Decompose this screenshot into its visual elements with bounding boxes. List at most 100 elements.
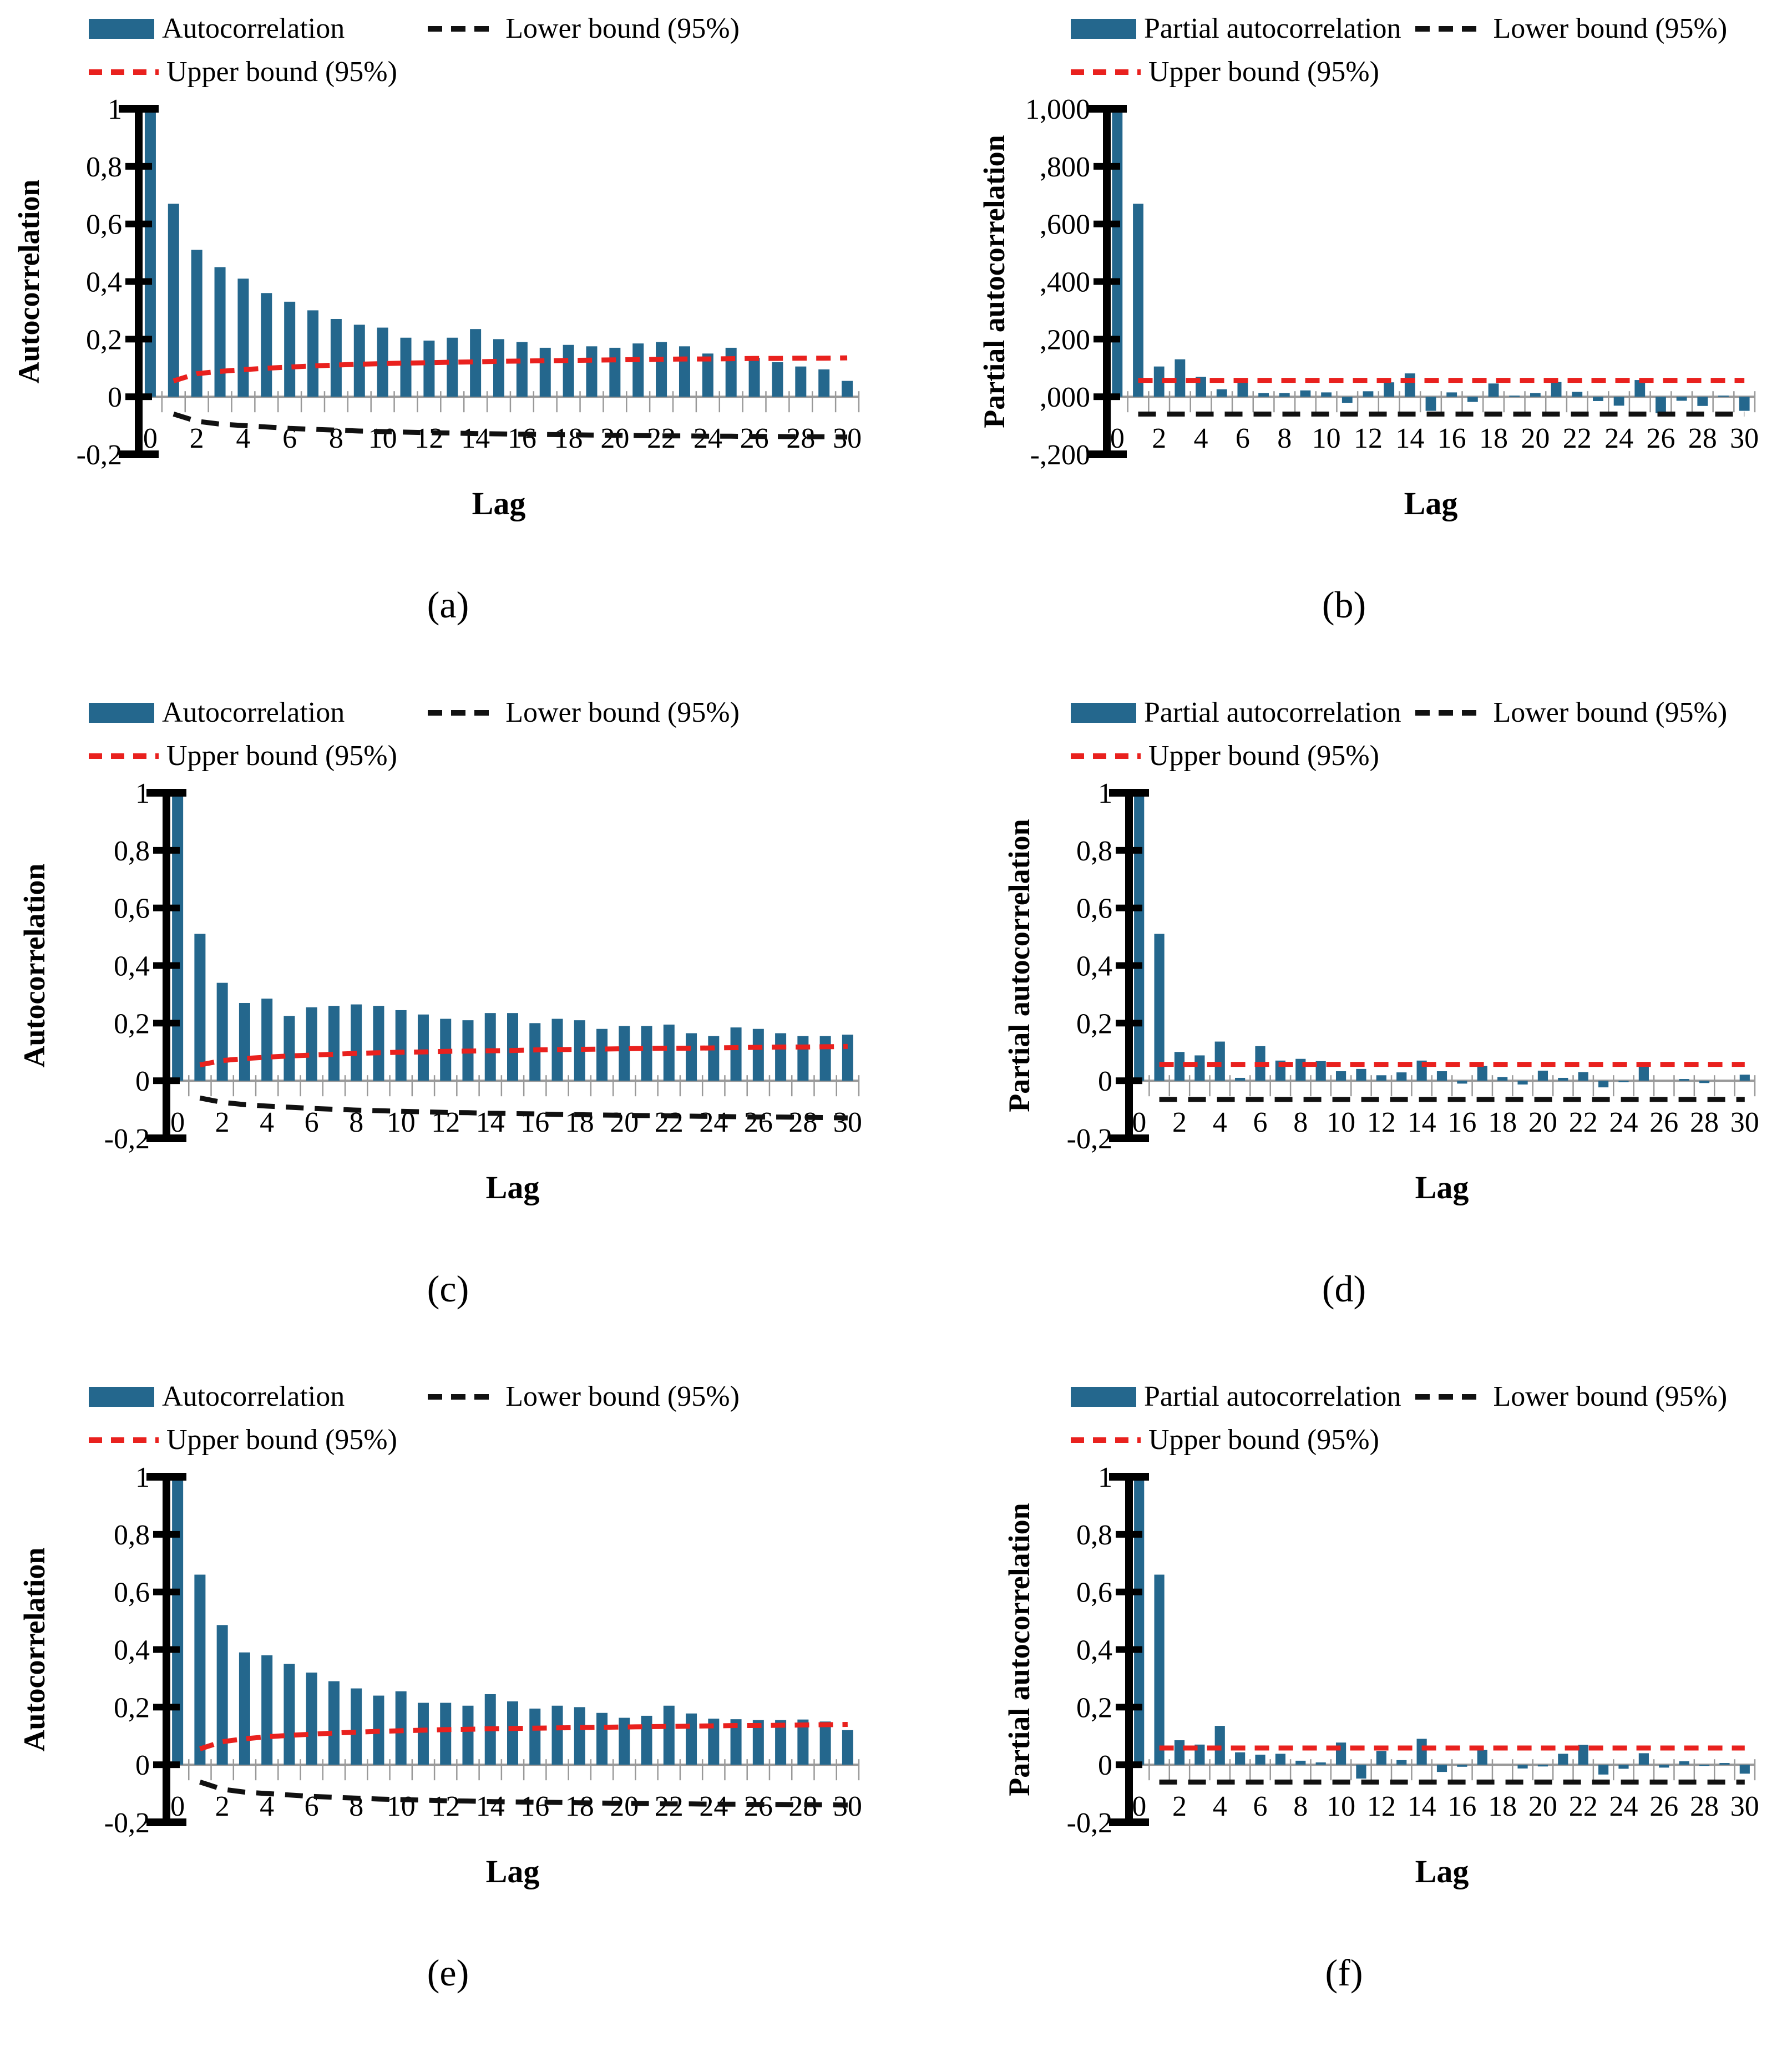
bar: [395, 1010, 407, 1081]
panel-b: Partial autocorrelation Lower bound (95%…: [896, 0, 1792, 684]
x-tick-label: 20: [600, 423, 629, 454]
bar: [1679, 1079, 1689, 1081]
y-tick-label: 0,2: [86, 324, 122, 356]
x-tick-label: 10: [1327, 1791, 1355, 1822]
y-tick-label: 0,8: [1076, 835, 1112, 867]
bar: [1315, 1061, 1326, 1081]
x-tick-label: 2: [1172, 1107, 1187, 1138]
y-tick-label: 0,4: [86, 267, 122, 298]
bar: [1467, 397, 1478, 402]
bar: [663, 1705, 675, 1765]
bar: [1356, 1068, 1366, 1081]
bar: [1477, 1066, 1487, 1081]
bar: [1739, 1075, 1750, 1081]
panel-d: Partial autocorrelation Lower bound (95%…: [896, 684, 1792, 1368]
bar: [284, 1016, 295, 1081]
lower-bound-line: [173, 412, 848, 440]
y-tick-label: -0,2: [77, 439, 122, 471]
y-tick-label: 0,4: [114, 1635, 150, 1666]
series-label: Autocorrelation: [162, 697, 345, 728]
x-tick-label: 30: [833, 1107, 862, 1138]
x-tick-label: 6: [1236, 423, 1250, 454]
x-axis-title: Lag: [1415, 1169, 1469, 1205]
x-tick-label: 28: [1690, 1791, 1719, 1822]
x-tick-label: 12: [1367, 1791, 1396, 1822]
y-axis-title: Partial autocorrelation: [1003, 1503, 1036, 1796]
bars: [144, 109, 853, 397]
bar: [1676, 397, 1687, 401]
x-tick-label: 22: [647, 423, 676, 454]
bar: [1578, 1745, 1588, 1765]
x-tick-label: 0: [170, 1791, 185, 1822]
y-tick-label: 0,2: [1076, 1692, 1112, 1724]
bar: [1134, 793, 1145, 1081]
x-tick-label: 6: [305, 1107, 319, 1138]
upper-bound-label: Upper bound (95%): [166, 1424, 397, 1456]
x-tick-label: 20: [610, 1107, 639, 1138]
x-tick-label: 0: [1132, 1791, 1146, 1822]
bar: [551, 1705, 563, 1765]
bar: [1174, 1740, 1185, 1765]
bar: [1517, 1081, 1528, 1085]
series-swatch-icon: [89, 703, 154, 723]
x-tick-label: 10: [1327, 1107, 1355, 1138]
x-tick-label: 22: [655, 1791, 684, 1822]
x-tick-label: 18: [1488, 1791, 1517, 1822]
bar: [1216, 389, 1227, 397]
bar: [377, 327, 388, 397]
bar: [194, 1574, 206, 1765]
x-tick-label: 26: [1649, 1791, 1678, 1822]
bar: [656, 342, 667, 397]
acf-chart-c: 10,80,60,40,20-0,20 2 4 6 8 10 12 14 16 18 20 22 24 2…: [18, 778, 862, 1205]
bar: [797, 1719, 809, 1765]
bar: [1551, 382, 1562, 397]
bar: [306, 1673, 317, 1765]
y-tick-label: 1: [1098, 1462, 1112, 1493]
bar: [1659, 1765, 1669, 1768]
lower-bound-dash-icon: [1415, 26, 1486, 32]
bar: [307, 310, 319, 397]
bar: [144, 109, 156, 397]
x-tick-label: 20: [1528, 1107, 1557, 1138]
bar: [417, 1703, 429, 1765]
bar: [574, 1707, 585, 1765]
x-tick-label: 4: [1213, 1791, 1227, 1822]
bar: [1739, 397, 1750, 411]
bars: [1134, 793, 1750, 1088]
bar: [795, 366, 807, 397]
x-tick-label: 0: [1132, 1107, 1146, 1138]
bar: [797, 1036, 809, 1081]
bar: [1739, 1765, 1750, 1774]
bar: [539, 347, 551, 397]
bar: [1235, 1077, 1246, 1081]
x-tick-label: 30: [1730, 1107, 1759, 1138]
lower-bound-label: Lower bound (95%): [505, 697, 740, 728]
bar: [1613, 397, 1624, 406]
y-tick-label: -0,2: [104, 1807, 150, 1839]
legend: Partial autocorrelation Lower bound (95%…: [896, 1382, 1792, 1455]
acf-chart-e: 10,80,60,40,20-0,20 2 4 6 8 10 12 14 16 18 20 22 24 2…: [18, 1462, 862, 1889]
x-tick-label: 2: [1152, 423, 1166, 454]
series-swatch-icon: [1071, 19, 1136, 39]
x-tick-label: 8: [1293, 1107, 1308, 1138]
y-tick-label: ,600: [1040, 209, 1090, 241]
bar: [1656, 397, 1666, 413]
y-axis: 1,000 ,800 ,600 ,400 ,200 ,000 -,200: [1025, 94, 1127, 471]
y-tick-label: 0: [1098, 1750, 1112, 1781]
bars: [1134, 1477, 1750, 1779]
bars: [172, 793, 853, 1081]
bar: [417, 1014, 429, 1081]
bar: [752, 1028, 764, 1081]
bar: [1719, 1763, 1730, 1765]
bar: [1134, 1477, 1145, 1765]
bar: [775, 1720, 787, 1765]
x-tick-label: 28: [1690, 1107, 1719, 1138]
bar: [1638, 1065, 1649, 1081]
y-tick-label: ,800: [1040, 151, 1090, 183]
series-swatch-icon: [1071, 1387, 1136, 1407]
lower-bound-label: Lower bound (95%): [1493, 1381, 1728, 1412]
x-tick-label: 12: [1354, 423, 1383, 454]
panel-c: Autocorrelation Lower bound (95%) Upper …: [0, 684, 896, 1368]
y-tick-label: ,000: [1040, 382, 1090, 413]
bar: [619, 1026, 630, 1081]
